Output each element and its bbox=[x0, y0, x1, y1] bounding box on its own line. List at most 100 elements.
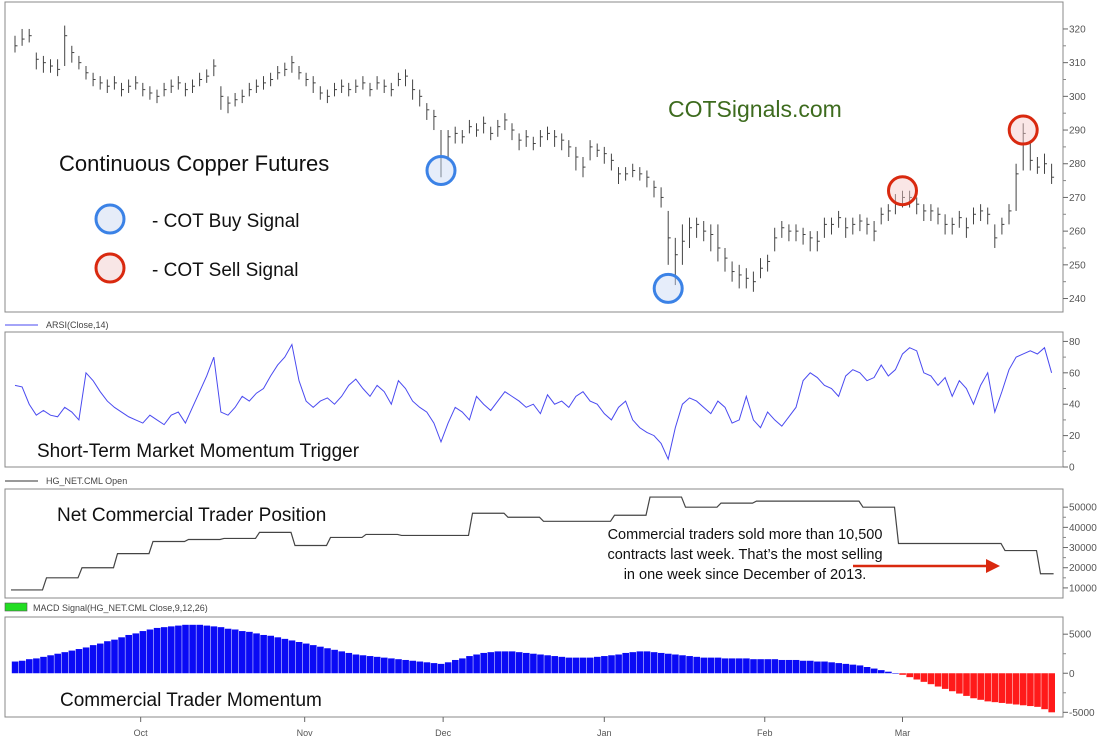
macd-bar bbox=[437, 663, 445, 674]
rsi-panel: 0 20 40 60 80 Short-Term Market Momentum Tri… bbox=[4, 331, 1081, 474]
price-bar bbox=[483, 116, 487, 134]
price-bar bbox=[326, 89, 330, 104]
price-axis-tick-label: 240 bbox=[1069, 294, 1086, 305]
price-bar bbox=[795, 224, 799, 242]
price-axis-tick-label: 300 bbox=[1069, 92, 1086, 103]
price-bar bbox=[71, 45, 75, 63]
price-bar bbox=[206, 69, 210, 83]
watermark: COTSignals.com bbox=[668, 96, 842, 122]
price-bar bbox=[696, 217, 700, 238]
price-bar bbox=[355, 79, 359, 93]
rsi-axis-tick-label: 80 bbox=[1069, 337, 1081, 348]
price-bar bbox=[270, 72, 274, 87]
price-bar bbox=[227, 96, 231, 114]
price-bar bbox=[397, 72, 401, 87]
price-axis-tick-label: 310 bbox=[1069, 58, 1086, 69]
month-label: Jan bbox=[597, 728, 612, 738]
price-bar bbox=[319, 86, 323, 100]
macd-bar bbox=[466, 656, 473, 674]
macd-bar bbox=[1027, 673, 1034, 707]
price-bar bbox=[873, 221, 877, 242]
price-bar bbox=[653, 180, 657, 198]
macd-bar bbox=[615, 654, 622, 674]
price-bar bbox=[880, 207, 884, 225]
price-bar bbox=[660, 187, 664, 208]
macd-bar bbox=[146, 629, 154, 674]
price-bar bbox=[575, 146, 579, 171]
macd-bar bbox=[395, 659, 402, 674]
price-bar bbox=[845, 217, 849, 238]
price-bar bbox=[745, 268, 749, 289]
price-bar bbox=[831, 217, 834, 235]
price-bar bbox=[767, 254, 771, 272]
macd-bar bbox=[118, 637, 125, 674]
price-bar bbox=[241, 89, 245, 104]
macd-bar bbox=[132, 633, 140, 674]
price-bar bbox=[532, 136, 536, 151]
price-axis-tick-label: 320 bbox=[1069, 24, 1086, 35]
net-position-panel: 10000 20000 30000 40000 50000 Net Commercial… bbox=[4, 488, 1097, 599]
macd-bar bbox=[579, 657, 587, 674]
macd-bar bbox=[1034, 673, 1041, 707]
price-title: Continuous Copper Futures bbox=[59, 151, 329, 176]
macd-bar bbox=[125, 634, 132, 674]
macd-bar bbox=[487, 652, 495, 674]
price-bar bbox=[973, 207, 976, 225]
macd-bar bbox=[47, 655, 54, 674]
price-bar bbox=[909, 190, 913, 208]
macd-bar bbox=[459, 658, 466, 674]
macd-bar bbox=[863, 667, 871, 674]
price-bar bbox=[582, 157, 586, 178]
price-bar bbox=[937, 207, 941, 225]
macd-bar bbox=[608, 655, 615, 674]
price-bar bbox=[128, 79, 132, 93]
macd-bar bbox=[643, 651, 651, 674]
macd-bar bbox=[977, 673, 984, 700]
buy-signal-marker bbox=[652, 272, 684, 304]
price-bar bbox=[539, 130, 543, 147]
macd-title: Commercial Trader Momentum bbox=[60, 690, 322, 711]
macd-bar bbox=[743, 658, 750, 674]
price-bar bbox=[1022, 123, 1026, 171]
macd-bar bbox=[331, 649, 338, 674]
month-label: Mar bbox=[895, 728, 911, 738]
macd-bar bbox=[572, 657, 580, 674]
macd-bar bbox=[40, 656, 47, 674]
macd-bar bbox=[494, 651, 502, 674]
net-legend-label: HG_NET.CML Open bbox=[46, 476, 127, 486]
macd-bar bbox=[984, 673, 992, 702]
macd-bar bbox=[721, 658, 729, 674]
price-bar bbox=[752, 271, 756, 292]
x-axis: Oct Nov Dec Jan Feb Mar bbox=[134, 717, 911, 738]
buy-signal-marker bbox=[425, 154, 457, 186]
macd-bar bbox=[416, 661, 424, 674]
macd-bar bbox=[203, 625, 211, 674]
price-bar bbox=[774, 227, 778, 252]
price-bar bbox=[177, 76, 181, 90]
macd-bar bbox=[856, 665, 864, 674]
price-bar bbox=[78, 55, 82, 70]
macd-bar bbox=[892, 673, 899, 674]
net-axis-tick-label: 50000 bbox=[1069, 503, 1097, 514]
price-bar bbox=[447, 130, 451, 161]
macd-bar bbox=[217, 627, 225, 674]
net-axis-tick-label: 20000 bbox=[1069, 563, 1097, 574]
price-bar bbox=[916, 197, 920, 215]
macd-bar bbox=[913, 673, 921, 680]
macd-bar bbox=[409, 660, 416, 674]
macd-bar bbox=[196, 624, 203, 674]
price-bar bbox=[639, 167, 643, 181]
price-bar bbox=[220, 86, 224, 110]
price-bar bbox=[341, 79, 345, 93]
macd-bar bbox=[231, 629, 239, 674]
price-bar bbox=[412, 79, 416, 100]
price-bar bbox=[64, 25, 68, 67]
macd-axis-tick-label: 0 bbox=[1069, 669, 1075, 680]
macd-bar bbox=[778, 659, 786, 674]
macd-bar bbox=[849, 664, 857, 674]
macd-bar bbox=[728, 658, 736, 674]
price-bar bbox=[681, 224, 685, 265]
macd-bar bbox=[764, 659, 771, 674]
price-bar bbox=[291, 55, 295, 73]
